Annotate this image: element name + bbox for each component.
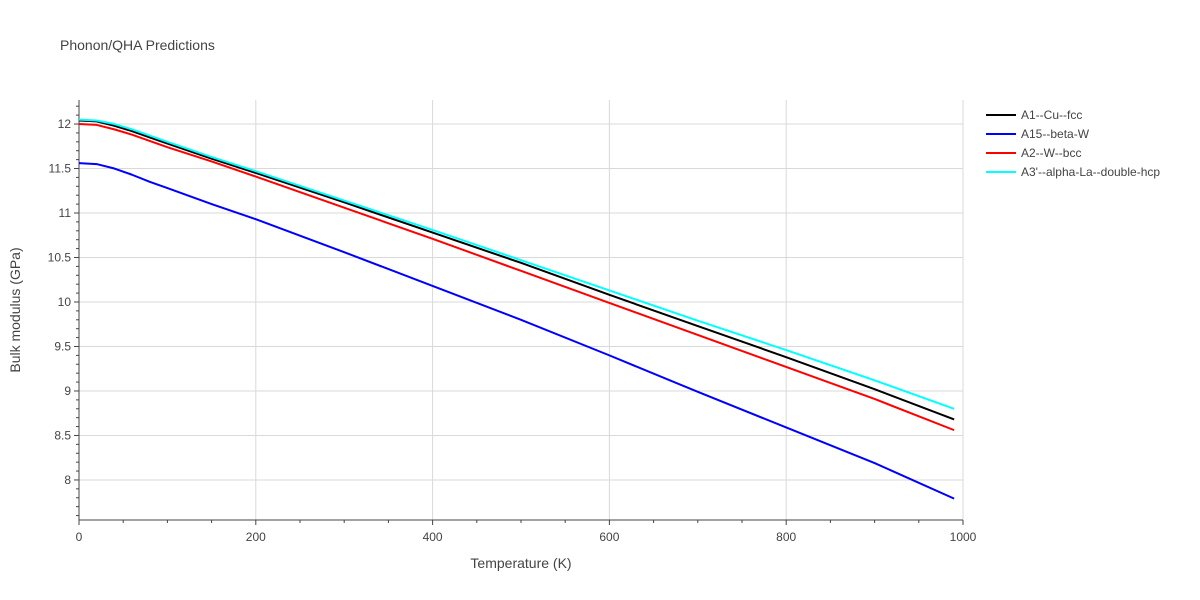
- x-tick-label: 200: [246, 530, 266, 544]
- y-tick-label: 8.5: [54, 428, 71, 442]
- y-tick-label: 12: [58, 117, 72, 131]
- y-axis-title: Bulk modulus (GPa): [7, 247, 23, 372]
- y-tick-label: 11.5: [49, 162, 72, 176]
- grid-layer: [79, 100, 964, 520]
- axes-layer: 0 200 400 600 800 1000 8 8.5 9 9.5 10 10.5 11 11.5 12: [48, 100, 977, 544]
- x-axis-title: Temperature (K): [470, 555, 571, 571]
- y-tick-label: 9.5: [54, 339, 71, 353]
- legend-label: A1--Cu--fcc: [1021, 108, 1082, 122]
- series-line-0: [78, 119, 955, 421]
- legend-label: A2--W--bcc: [1021, 146, 1081, 160]
- legend-item[interactable]: A3'--alpha-La--double-hcp: [986, 165, 1160, 179]
- series-layer: [78, 118, 955, 500]
- x-tick-label: 1000: [950, 530, 977, 544]
- legend-item[interactable]: A2--W--bcc: [986, 146, 1081, 160]
- legend: A1--Cu--fcc A15--beta-W A2--W--bcc A3'--alp…: [986, 108, 1160, 179]
- series-line-3: [78, 118, 955, 410]
- legend-label: A15--beta-W: [1021, 127, 1090, 141]
- legend-item[interactable]: A1--Cu--fcc: [986, 108, 1082, 122]
- legend-item[interactable]: A15--beta-W: [986, 127, 1090, 141]
- y-tick-label: 11: [59, 206, 72, 220]
- x-tick-label: 800: [776, 530, 796, 544]
- chart-title: Phonon/QHA Predictions: [60, 37, 215, 53]
- legend-label: A3'--alpha-La--double-hcp: [1021, 165, 1160, 179]
- series-line-1: [78, 162, 955, 500]
- y-tick-label: 9: [64, 384, 71, 398]
- x-tick-label: 400: [423, 530, 443, 544]
- series-line-2: [78, 123, 955, 432]
- x-tick-label: 0: [76, 530, 83, 544]
- x-tick-label: 600: [599, 530, 619, 544]
- y-tick-label: 10: [58, 295, 72, 309]
- y-tick-label: 10.5: [48, 251, 72, 265]
- y-tick-label: 8: [64, 473, 71, 487]
